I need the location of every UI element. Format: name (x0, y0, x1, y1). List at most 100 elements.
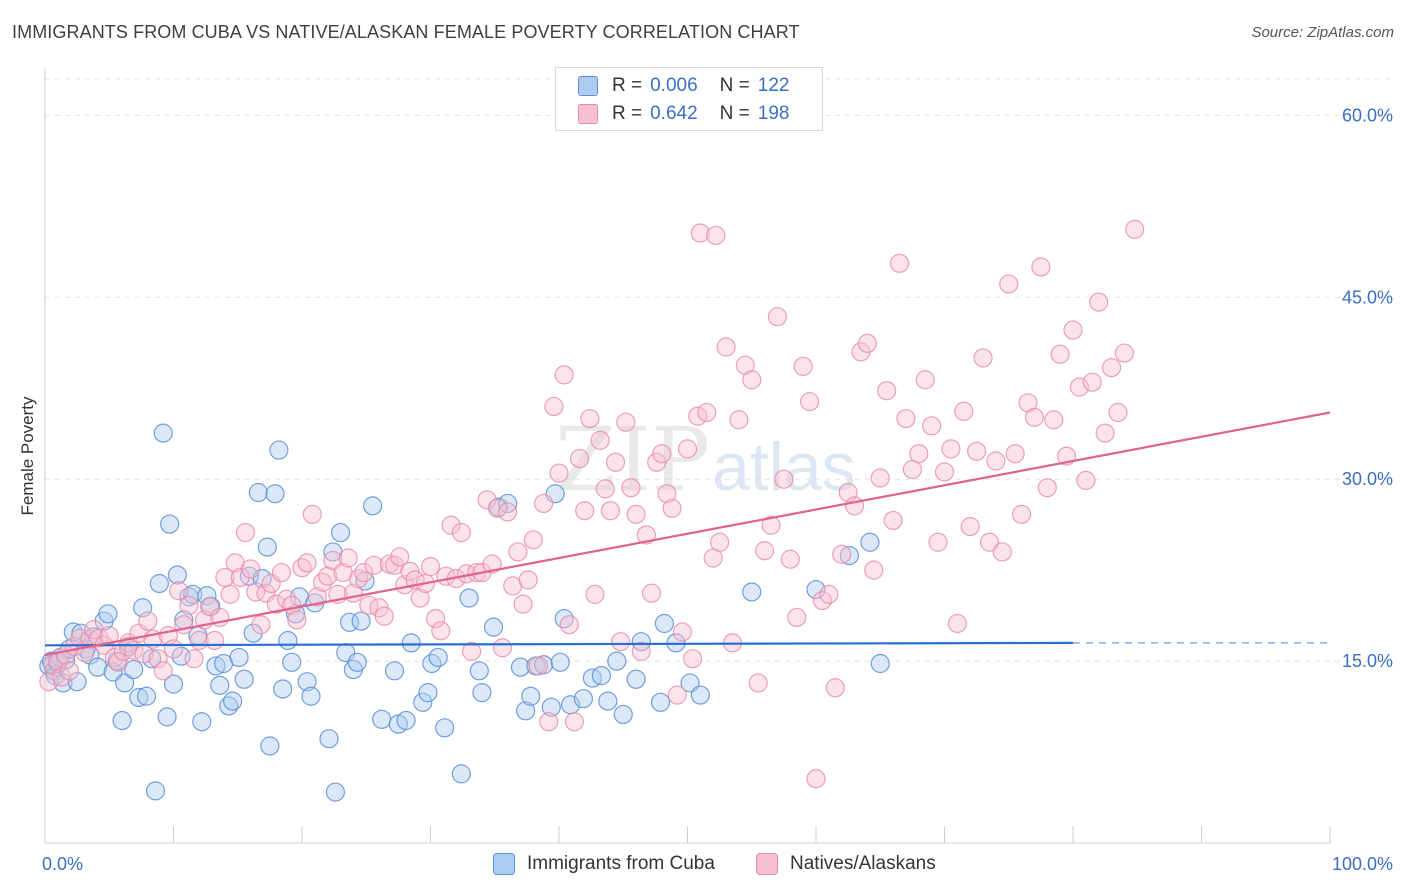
point-natives-alaskans (1011, 504, 1032, 524)
point-natives-alaskans (706, 225, 726, 246)
point-natives-alaskans (611, 632, 631, 652)
point-natives-alaskans (662, 498, 682, 518)
point-natives-alaskans (307, 587, 328, 607)
point-natives-alaskans (716, 337, 736, 357)
point-natives-alaskans (1082, 372, 1102, 392)
point-immigrants-from-cuba (654, 613, 674, 634)
point-natives-alaskans (374, 606, 394, 626)
point-immigrants-from-cuba (297, 672, 317, 692)
point-immigrants-from-cuba (257, 537, 277, 557)
point-immigrants-from-cuba (115, 673, 135, 693)
point-natives-alaskans (549, 463, 569, 483)
point-natives-alaskans (960, 516, 980, 537)
point-immigrants-from-cuba (192, 712, 212, 732)
point-natives-alaskans (915, 370, 935, 390)
x-tick-labels: 0.0% 100.0% (42, 854, 1393, 874)
point-natives-alaskans (184, 649, 204, 669)
point-natives-alaskans (877, 381, 897, 401)
point-natives-alaskans (973, 348, 993, 368)
point-natives-alaskans (354, 562, 374, 583)
point-natives-alaskans (518, 570, 538, 590)
x-tick-label: 100.0% (1332, 854, 1393, 874)
point-natives-alaskans (928, 532, 948, 552)
trend-line-natives (44, 411, 1331, 657)
point-natives-alaskans (539, 712, 559, 732)
point-immigrants-from-cuba (129, 687, 149, 708)
legend-n-value: 122 (757, 75, 790, 96)
point-natives-alaskans (441, 515, 461, 535)
point-natives-alaskans (513, 594, 533, 614)
point-immigrants-from-cuba (234, 669, 254, 689)
point-natives-alaskans (626, 504, 646, 524)
point-natives-alaskans (482, 554, 502, 574)
point-immigrants-from-cuba (163, 674, 184, 694)
point-immigrants-from-cuba (325, 782, 346, 802)
y-axis-title: Female Poverty (18, 396, 37, 516)
point-natives-alaskans (652, 444, 672, 464)
point-natives-alaskans (390, 547, 410, 567)
point-immigrants-from-cuba (53, 673, 73, 693)
point-natives-alaskans (844, 496, 865, 516)
point-immigrants-from-cuba (573, 689, 594, 709)
point-immigrants-from-cuba (248, 482, 268, 503)
point-natives-alaskans (410, 588, 430, 608)
legend-n-label: N = (719, 103, 750, 124)
point-natives-alaskans (761, 515, 781, 535)
point-natives-alaskans (710, 532, 730, 552)
point-natives-alaskans (420, 556, 441, 577)
point-immigrants-from-cuba (183, 584, 203, 604)
legend-n-label: N = (719, 75, 750, 96)
legend-row-natives: R = 0.642 N = 198 (578, 100, 789, 128)
point-immigrants-from-cuba (269, 440, 289, 460)
point-natives-alaskans (677, 439, 698, 459)
point-immigrants-from-cuba (396, 710, 416, 731)
point-immigrants-from-cuba (515, 701, 536, 721)
trend-lines (44, 411, 1331, 657)
legend-r-value: 0.006 (650, 75, 698, 96)
point-natives-alaskans (909, 444, 929, 464)
point-immigrants-from-cuba (469, 661, 489, 681)
bottom-legend-swatch-natives (756, 853, 778, 875)
point-natives-alaskans (364, 555, 384, 575)
point-immigrants-from-cuba (278, 630, 298, 651)
point-natives-alaskans (508, 542, 528, 562)
point-immigrants-from-cuba (112, 710, 132, 731)
point-natives-alaskans (235, 522, 256, 543)
point-natives-alaskans (297, 553, 317, 573)
point-natives-alaskans (742, 370, 762, 390)
point-natives-alaskans (631, 641, 651, 661)
point-natives-alaskans (1005, 444, 1025, 464)
point-natives-alaskans (641, 583, 662, 603)
y-tick-label: 15.0% (1342, 651, 1393, 671)
point-natives-alaskans (947, 613, 967, 634)
point-immigrants-from-cuba (451, 764, 471, 784)
point-natives-alaskans (870, 468, 890, 488)
point-immigrants-from-cuba (613, 704, 633, 725)
point-natives-alaskans (580, 408, 600, 429)
point-natives-alaskans (138, 611, 158, 631)
point-natives-alaskans (1037, 478, 1057, 498)
legend-r-label: R = (612, 75, 643, 96)
point-natives-alaskans (287, 610, 307, 630)
point-natives-alaskans (1108, 402, 1128, 423)
point-immigrants-from-cuba (372, 709, 392, 729)
point-natives-alaskans (451, 522, 471, 543)
point-immigrants-from-cuba (607, 651, 627, 671)
point-natives-alaskans (544, 396, 564, 417)
point-immigrants-from-cuba (88, 657, 108, 677)
point-immigrants-from-cuba (210, 675, 230, 695)
point-immigrants-from-cuba (870, 653, 890, 674)
point-natives-alaskans (667, 685, 687, 705)
y-tick-label: 60.0% (1342, 105, 1393, 125)
point-immigrants-from-cuba (157, 707, 177, 727)
point-natives-alaskans (241, 559, 261, 579)
point-natives-alaskans (787, 607, 807, 628)
point-natives-alaskans (70, 628, 90, 648)
point-natives-alaskans (857, 333, 878, 353)
point-natives-alaskans (312, 572, 333, 592)
bottom-legend-label-cuba: Immigrants from Cuba (527, 853, 715, 874)
point-natives-alaskans (774, 469, 794, 489)
chart-source: Source: ZipAtlas.com (1251, 24, 1394, 41)
point-natives-alaskans (1114, 343, 1135, 363)
point-immigrants-from-cuba (273, 679, 293, 699)
